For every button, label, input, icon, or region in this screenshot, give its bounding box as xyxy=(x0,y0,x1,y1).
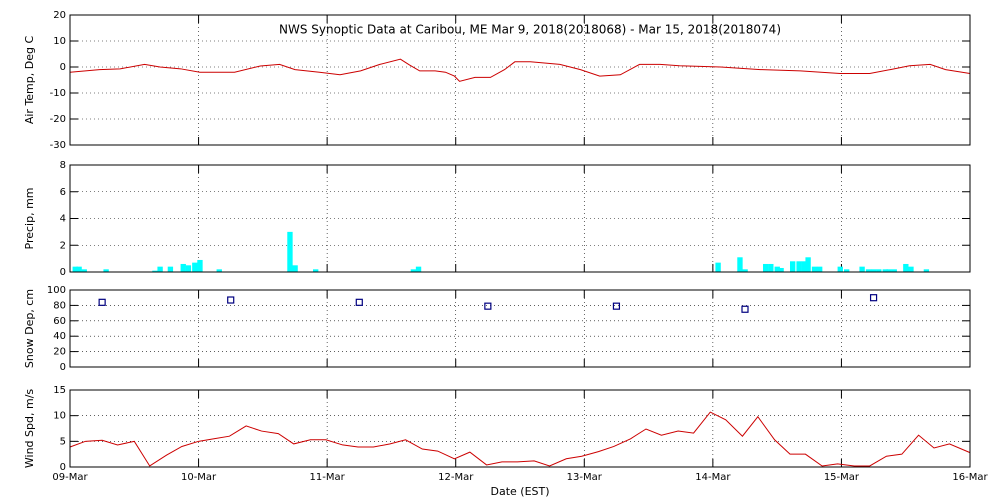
chart-title: NWS Synoptic Data at Caribou, ME Mar 9, … xyxy=(279,23,781,37)
point xyxy=(484,302,492,310)
bar xyxy=(410,269,417,272)
point xyxy=(98,298,106,306)
y-tick-label: 0 xyxy=(60,267,66,278)
bar xyxy=(859,266,865,272)
y-axis-label: Wind Spd, m/s xyxy=(23,389,36,469)
plot-frame xyxy=(69,289,971,368)
bar xyxy=(152,270,158,272)
bar xyxy=(415,266,422,272)
bar xyxy=(865,269,872,272)
line xyxy=(69,411,971,467)
x-tick-label: 16-Mar xyxy=(952,472,988,483)
bar xyxy=(891,269,897,272)
bar xyxy=(796,261,802,272)
y-tick-label: 20 xyxy=(53,347,66,358)
y-tick-label: 60 xyxy=(53,316,66,327)
x-tick-label: 13-Mar xyxy=(567,472,603,483)
y-axis-label: Air Temp, Deg C xyxy=(23,36,36,125)
bar xyxy=(817,266,823,272)
y-tick-label: 5 xyxy=(60,436,66,447)
x-tick-label: 10-Mar xyxy=(181,472,217,483)
bar xyxy=(292,265,298,272)
plot-frame xyxy=(69,14,971,146)
point xyxy=(355,298,363,306)
bar xyxy=(876,269,882,272)
bar xyxy=(103,269,109,272)
bar xyxy=(76,266,82,272)
bar xyxy=(216,269,222,272)
bar xyxy=(768,263,774,272)
bar xyxy=(871,269,877,272)
bar xyxy=(72,266,78,272)
bar xyxy=(774,266,780,272)
bar xyxy=(903,263,909,272)
x-tick-label: 09-Mar xyxy=(52,472,88,483)
bar xyxy=(742,269,748,272)
y-tick-label: 80 xyxy=(53,300,66,311)
x-tick-label: 11-Mar xyxy=(310,472,346,483)
bar xyxy=(882,269,888,272)
y-tick-label: 20 xyxy=(53,10,66,21)
bar xyxy=(81,269,87,272)
plot-frame xyxy=(69,389,971,468)
y-tick-label: 0 xyxy=(60,62,66,73)
y-tick-label: 0 xyxy=(60,462,66,473)
bar xyxy=(837,266,843,272)
y-tick-label: 10 xyxy=(53,36,66,47)
line xyxy=(69,58,971,82)
bar xyxy=(790,261,796,272)
bar xyxy=(886,269,892,272)
y-tick-label: 100 xyxy=(47,285,66,296)
y-tick-label: 4 xyxy=(60,214,66,225)
bar xyxy=(923,269,930,272)
y-tick-label: -20 xyxy=(50,114,66,125)
y-tick-label: -10 xyxy=(50,88,66,99)
x-tick-label: 12-Mar xyxy=(438,472,474,483)
plot-frame xyxy=(69,164,971,273)
bar xyxy=(715,262,721,272)
bar xyxy=(908,266,914,272)
bar xyxy=(763,263,769,272)
bar xyxy=(801,261,807,272)
point xyxy=(227,296,235,304)
bar xyxy=(167,266,174,272)
bar xyxy=(157,266,163,272)
bar xyxy=(811,266,818,272)
y-tick-label: 40 xyxy=(53,331,66,342)
bar xyxy=(737,257,743,272)
bar xyxy=(313,269,319,272)
x-tick-label: 15-Mar xyxy=(824,472,860,483)
y-axis-label: Precip, mm xyxy=(23,188,36,250)
y-tick-label: 0 xyxy=(60,362,66,373)
bar xyxy=(185,265,192,272)
x-axis-label: Date (EST) xyxy=(490,485,549,498)
bar xyxy=(197,259,203,272)
bar xyxy=(778,267,784,272)
x-tick-label: 14-Mar xyxy=(695,472,731,483)
bar xyxy=(192,262,198,272)
y-tick-label: 10 xyxy=(53,411,66,422)
y-tick-label: -30 xyxy=(50,140,66,151)
point xyxy=(869,294,878,302)
bar xyxy=(287,231,293,272)
bar xyxy=(844,269,850,272)
bar xyxy=(805,257,811,272)
point xyxy=(741,305,749,313)
y-tick-label: 8 xyxy=(60,160,66,171)
y-tick-label: 6 xyxy=(60,187,66,198)
y-tick-label: 15 xyxy=(53,385,66,396)
point xyxy=(612,302,621,310)
y-axis-label: Snow Dep, cm xyxy=(23,289,36,368)
y-tick-label: 2 xyxy=(60,240,66,251)
bar xyxy=(180,263,186,272)
